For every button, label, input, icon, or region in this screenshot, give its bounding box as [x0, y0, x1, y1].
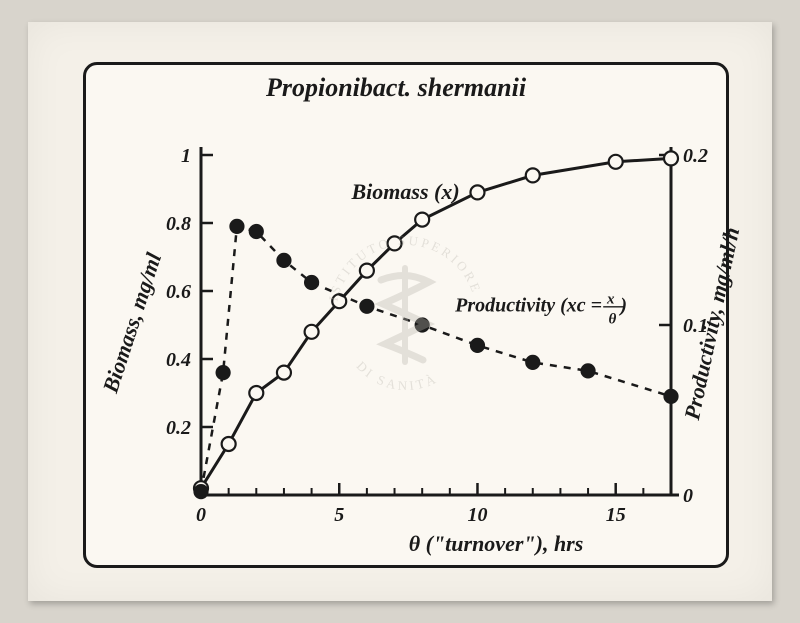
biomass-line	[201, 158, 671, 488]
biomass-marker	[609, 155, 623, 169]
biomass-marker	[526, 168, 540, 182]
y-left-tick-label: 0.8	[166, 213, 191, 235]
x-tick-label: 5	[334, 504, 344, 526]
chart-svg: 0 5 10 15 θ ("turnover"), hrs 0.2 0.4 0.6 0.8 1 Bi…	[86, 65, 726, 565]
biomass-marker	[222, 437, 236, 451]
productivity-marker	[360, 300, 373, 313]
x-tick-label: 15	[606, 504, 626, 526]
productivity-marker	[471, 339, 484, 352]
productivity-marker	[526, 356, 539, 369]
productivity-marker	[250, 225, 263, 238]
biomass-marker	[305, 325, 319, 339]
x-axis-label: θ ("turnover"), hrs	[409, 531, 584, 556]
productivity-marker	[195, 485, 208, 498]
productivity-marker	[305, 276, 318, 289]
y-right-tick-label: 0	[683, 485, 693, 507]
y-left-tick-label: 0.6	[166, 281, 191, 303]
productivity-marker	[230, 220, 243, 233]
productivity-marker	[217, 366, 230, 379]
biomass-marker	[388, 236, 402, 250]
y-left-tick-label: 0.2	[166, 417, 191, 439]
y-right-tick-label: 0.2	[683, 145, 708, 167]
biomass-marker	[277, 366, 291, 380]
biomass-marker	[360, 264, 374, 278]
x-tick-label: 10	[467, 504, 487, 526]
y-left-tick-label: 0.4	[166, 349, 191, 371]
biomass-marker	[415, 213, 429, 227]
chart-panel: Propionibact. shermanii 051015θ ("turnov…	[83, 62, 729, 568]
productivity-marker	[277, 254, 290, 267]
y-left-tick-label: 1	[181, 145, 191, 167]
productivity-marker	[416, 319, 429, 332]
y-left-axis-label: Biomass, mg/ml	[97, 249, 166, 397]
biomass-marker	[470, 185, 484, 199]
biomass-series-label: Biomass (x)	[350, 179, 459, 204]
biomass-marker	[664, 151, 678, 165]
x-tick-label: 0	[196, 504, 206, 526]
productivity-marker	[582, 364, 595, 377]
photo-frame: Propionibact. shermanii 051015θ ("turnov…	[28, 22, 772, 601]
productivity-line	[201, 226, 671, 491]
biomass-marker	[249, 386, 263, 400]
productivity-marker	[665, 390, 678, 403]
productivity-series-label: Productivity (xc = x—θ)	[454, 291, 627, 327]
